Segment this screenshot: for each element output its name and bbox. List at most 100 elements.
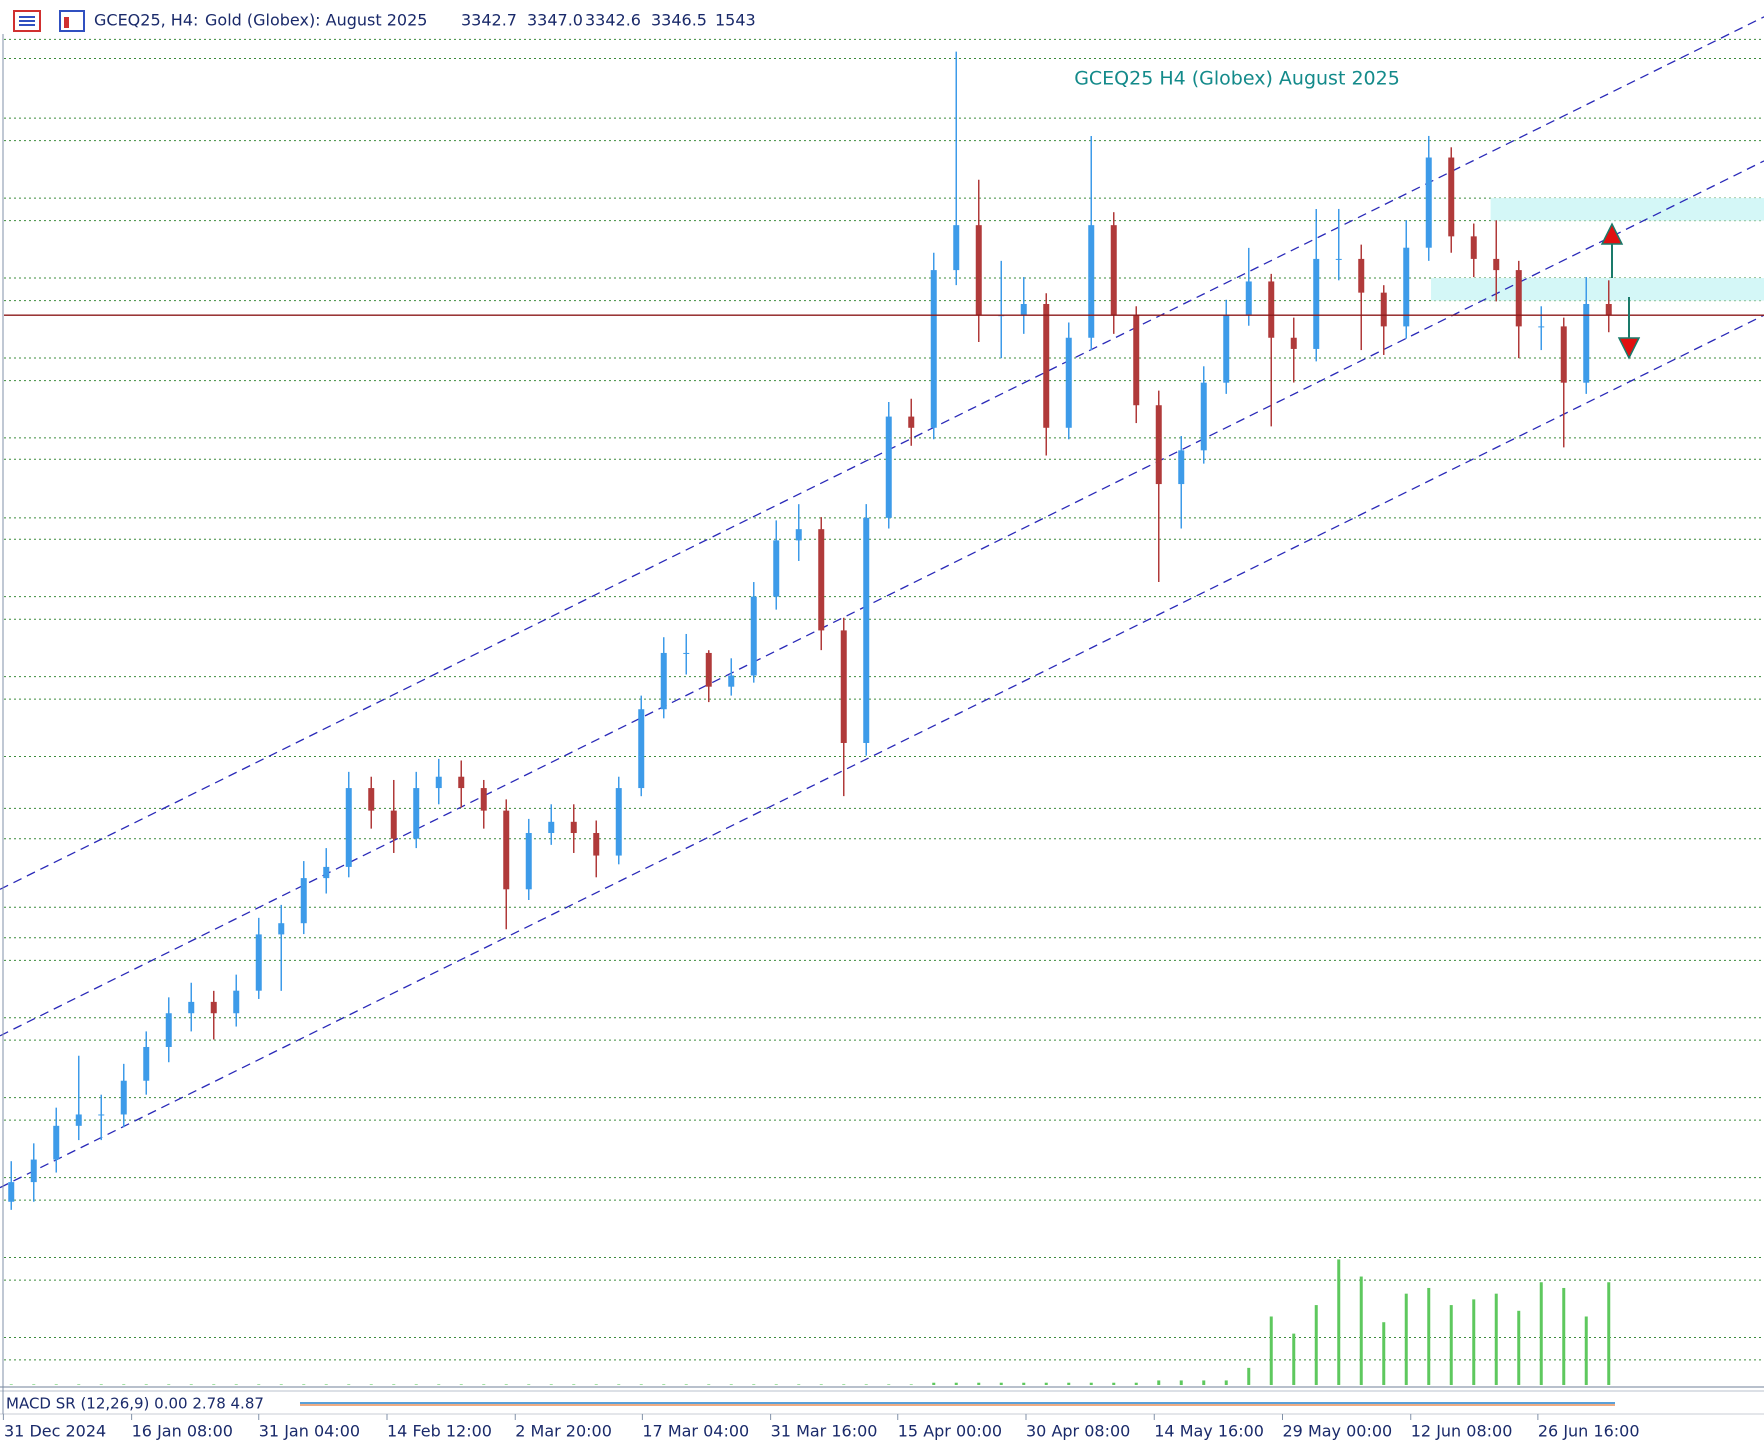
candle-body [750,596,757,676]
x-tick-label: 12 Jun 08:00 [1411,1422,1513,1441]
channel-layer [0,16,1764,1189]
candles-layer [8,51,1612,1210]
volume-bar [1562,1287,1566,1385]
candle-body [435,776,442,789]
candle-body [570,821,577,834]
candle-body [1223,315,1230,383]
candle-body [953,225,960,271]
up-arrow-head [1600,222,1624,245]
candle-body [840,630,847,743]
candle-body [818,529,825,631]
candle-body [1403,247,1410,327]
x-tick-label: 14 May 16:00 [1154,1422,1264,1441]
candle-body [233,990,240,1014]
x-tick-label: 15 Apr 00:00 [898,1422,1002,1441]
candle-body [863,517,870,743]
candle-body [1515,270,1522,327]
volume-bar [752,1384,756,1385]
zone [1431,278,1764,301]
candle-body [1020,304,1027,316]
candle-body [98,1114,105,1116]
volume-bar [1337,1259,1341,1385]
candle-body [165,1013,172,1047]
candle-body [255,934,262,991]
candle-body [1268,281,1275,338]
candle-body [683,652,690,654]
volume-bar [1134,1382,1138,1385]
volume-bar [729,1384,733,1385]
volume-bar [347,1384,351,1385]
volume-bar [1494,1293,1498,1385]
volume-bar [1247,1367,1251,1385]
volume-bar [1359,1276,1363,1385]
candle-body [885,416,892,518]
zones-layer [1431,198,1764,301]
candle-body [795,529,802,541]
volume-bar [482,1384,486,1385]
volume-bar [774,1384,778,1385]
candle-body [1088,225,1095,338]
candle-body [278,923,285,935]
volume-bar [1022,1382,1026,1385]
volume-bar [549,1384,553,1385]
candle-body [1448,157,1455,237]
candle-body [1335,258,1342,260]
volume-bar [1314,1305,1318,1385]
channel-line [0,160,1764,1037]
header-symbol: GCEQ25, H4: [94,11,198,30]
volume-bar [639,1384,643,1385]
candle-body [458,776,465,789]
volume-bar [32,1384,36,1385]
candle-body [143,1046,150,1081]
volume-bar [887,1384,891,1385]
x-tick-label: 14 Feb 12:00 [387,1422,492,1441]
volume-bar [54,1384,58,1385]
x-tick-label: 31 Jan 04:00 [259,1422,360,1441]
candle-body [120,1080,127,1115]
volume-bar [459,1384,463,1385]
candle-body [503,810,510,890]
candle-body [1133,315,1140,406]
volume-bar [662,1384,666,1385]
candle-body [1358,258,1365,293]
header-low: 3342.6 [585,11,641,30]
candle-body [1470,236,1477,259]
volume-bar [977,1382,981,1385]
volume-bar [1472,1299,1476,1385]
volume-bar [1112,1382,1116,1385]
candle-body [345,788,352,867]
candle-body [323,866,330,879]
x-tick-label: 2 Mar 20:00 [515,1422,612,1441]
candle-body [1290,337,1297,349]
volume-bar [392,1384,396,1385]
volume-bar [9,1384,13,1385]
volume-bar [819,1384,823,1385]
candle-body [930,270,937,428]
volume-bar [1067,1382,1071,1385]
down-arrow-head [1617,337,1641,360]
volume-bar [1404,1293,1408,1385]
candle-body [53,1125,60,1160]
header-close: 3346.5 [651,11,707,30]
chart-icon-bar [64,17,69,28]
chart-icon[interactable] [59,10,85,32]
candle-body [1110,225,1117,316]
volume-bar [1517,1310,1521,1385]
volume-bar [369,1384,373,1385]
header-volume: 1543 [715,11,756,30]
candle-body [975,225,982,316]
volume-bar [594,1384,598,1385]
volume-bar [707,1384,711,1385]
x-tick-label: 31 Mar 16:00 [771,1422,878,1441]
volume-bar [414,1384,418,1385]
volume-bar [842,1384,846,1385]
volume-bar [77,1384,81,1385]
volume-bar [1539,1282,1543,1385]
volume-bar [189,1384,193,1385]
volume-bar [279,1384,283,1385]
candle-body [1560,326,1567,383]
volume-bar [324,1384,328,1385]
candle-body [210,1001,217,1014]
